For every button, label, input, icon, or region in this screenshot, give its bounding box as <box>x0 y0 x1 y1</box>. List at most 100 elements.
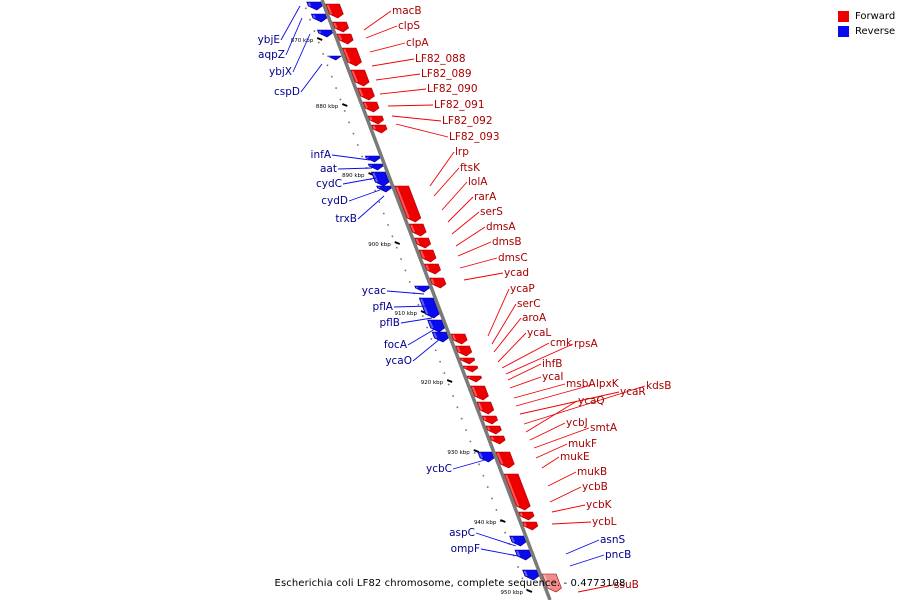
gene-label-ybjx: ybjX <box>269 66 292 78</box>
reverse-gene-2 <box>316 29 333 38</box>
reverse-gene-4 <box>364 155 381 163</box>
gene-label-dmsc: dmsC <box>498 252 528 264</box>
legend-reverse-label: Reverse <box>855 26 896 37</box>
leader-mukb <box>547 471 577 487</box>
gene-shine <box>366 156 369 159</box>
gene-label-ycai: ycaI <box>542 371 564 383</box>
gene-label-pfla: pflA <box>373 301 394 313</box>
leader-lrp <box>429 151 455 187</box>
minor-tick <box>521 577 524 580</box>
gene-shine <box>452 334 457 341</box>
gene-label-kdsb: kdsB <box>646 380 671 392</box>
tick-label-920-kbp: 920 kbp <box>421 380 444 386</box>
tick-label-940-kbp: 940 kbp <box>474 520 497 526</box>
gene-label-mukf: mukF <box>568 438 597 450</box>
forward-gene-10 <box>408 223 427 237</box>
map-caption: Escherichia coli LF82 chromosome, comple… <box>274 578 626 589</box>
gene-label-cydd: cydD <box>321 195 348 207</box>
gene-label-infa: infA <box>311 149 332 161</box>
tick-labels: 870 kbp 880 kbp 890 kbp 900 kbp 910 kbp 920 k… <box>291 38 524 596</box>
minor-tick <box>452 394 455 397</box>
forward-gene-26 <box>503 473 531 511</box>
gene-label-ybje: ybjE <box>258 34 280 46</box>
minor-tick <box>330 75 333 78</box>
gene-label-ycal: ycaL <box>527 327 551 339</box>
gene-label-dmsa: dmsA <box>486 221 516 233</box>
tick-label-930-kbp: 930 kbp <box>447 450 470 456</box>
leader-smta <box>533 427 590 449</box>
gene-label-serc: serC <box>517 298 541 310</box>
gene-shine <box>333 22 338 29</box>
minor-tick <box>460 417 463 420</box>
gene-label-mukb: mukB <box>577 466 607 478</box>
gene-shine <box>464 366 467 369</box>
minor-tick <box>374 189 377 192</box>
forward-gene-9 <box>394 185 422 223</box>
gene-shine <box>369 116 373 121</box>
gene-label-ycao: ycaO <box>385 355 412 367</box>
forward-gene-14 <box>429 277 447 289</box>
gene-label-pflb: pflB <box>380 317 400 329</box>
leader-ihfb <box>507 363 542 381</box>
reverse-gene-1 <box>310 13 328 23</box>
gene-label-ihfb: ihfB <box>542 358 562 370</box>
forward-gene-1 <box>331 21 350 33</box>
gene-labels: macB clpS clpA LF82_088 LF82_089 LF82_090 LF82… <box>258 5 671 593</box>
gene-shine <box>543 574 551 589</box>
minor-tick <box>421 315 424 318</box>
leader-ycbk <box>551 504 586 513</box>
leader-ftsk <box>433 167 460 197</box>
forward-gene-7 <box>367 115 384 125</box>
leader-lf82-093 <box>395 123 449 138</box>
gene-shine <box>477 402 483 411</box>
forward-gene-5 <box>357 87 375 101</box>
sequence-backbone <box>320 0 552 600</box>
gene-label-lf82-088: LF82_088 <box>415 53 466 65</box>
gene-label-ycar: ycaR <box>620 386 646 398</box>
gene-label-smta: smtA <box>590 422 618 434</box>
gene-label-ycbl: ycbL <box>592 516 617 528</box>
minor-tick <box>378 201 381 204</box>
gene-shine <box>523 522 527 527</box>
gene-label-dmsb: dmsB <box>492 236 522 248</box>
leader-aqpz <box>285 17 303 56</box>
forward-gene-23 <box>485 425 502 435</box>
gene-label-ycac: ycac <box>362 285 386 297</box>
reverse-gene-8 <box>414 285 430 293</box>
minor-tick <box>326 64 329 67</box>
leader-ycbc <box>452 457 493 470</box>
leader-trxb <box>357 195 385 220</box>
gene-label-macb: macB <box>392 5 422 17</box>
minor-tick <box>361 155 364 158</box>
gene-shine <box>415 286 419 289</box>
gene-label-lf82-093: LF82_093 <box>449 131 500 143</box>
reverse-gene-7 <box>376 185 392 193</box>
leader-macb <box>363 10 392 31</box>
gene-shine <box>428 320 434 329</box>
gene-shine <box>483 416 487 421</box>
forward-gene-21 <box>476 401 495 415</box>
leader-lf82-089 <box>375 73 421 81</box>
gene-label-aspc: aspC <box>449 527 475 539</box>
gene-label-ompf: ompF <box>451 543 480 555</box>
tick-label-870-kbp: 870 kbp <box>291 38 314 44</box>
minor-tick <box>491 497 494 500</box>
gene-shine <box>523 570 528 577</box>
reverse-gene-11 <box>431 331 449 343</box>
gene-shine <box>490 436 495 441</box>
reverse-gene-13 <box>509 535 527 547</box>
leader-ybje <box>280 5 301 41</box>
leader-ycbj <box>529 422 566 441</box>
gene-label-lf82-091: LF82_091 <box>434 99 485 111</box>
gene-label-clps: clpS <box>398 20 420 32</box>
tick-label-950-kbp: 950 kbp <box>501 590 524 596</box>
reverse-gene-15 <box>522 569 540 581</box>
minor-tick <box>343 109 346 112</box>
gene-shine <box>395 186 410 219</box>
gene-shine <box>363 102 368 109</box>
forward-gene-19 <box>466 375 483 383</box>
leader-aat <box>337 167 373 170</box>
minor-tick <box>395 246 398 249</box>
legend: Forward Reverse <box>838 9 895 39</box>
